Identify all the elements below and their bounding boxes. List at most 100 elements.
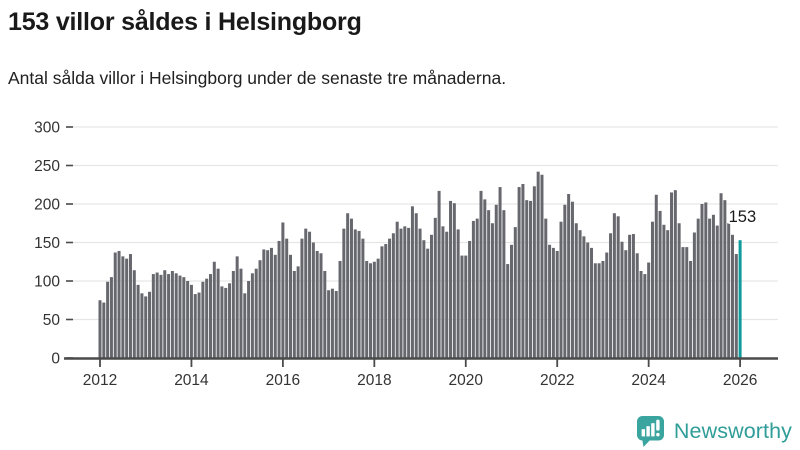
bar — [121, 256, 125, 358]
bar — [292, 270, 296, 358]
highlight-value-annotation: 153 — [729, 208, 757, 226]
bar — [151, 274, 155, 358]
bar — [464, 255, 468, 358]
x-axis-label: 2018 — [357, 372, 391, 389]
bar — [605, 252, 609, 358]
bar — [395, 221, 399, 358]
bar — [704, 202, 708, 358]
bar — [388, 238, 392, 358]
bar — [498, 187, 502, 358]
bar — [132, 270, 136, 358]
bar — [349, 218, 353, 358]
bar — [285, 238, 289, 358]
bar — [445, 231, 449, 358]
y-axis-label: 200 — [34, 197, 60, 214]
bar — [730, 234, 734, 358]
bar — [719, 193, 723, 358]
page-subtitle: Antal sålda villor i Helsingborg under d… — [8, 68, 507, 88]
x-axis-label: 2016 — [266, 372, 300, 389]
bar — [414, 213, 418, 358]
bar — [216, 268, 220, 358]
bar — [559, 221, 563, 358]
y-axis-label: 150 — [34, 235, 60, 252]
bar — [159, 274, 163, 358]
bar — [342, 228, 346, 358]
bar — [136, 284, 140, 358]
bar — [98, 300, 102, 358]
bar — [125, 258, 129, 358]
bar — [673, 190, 677, 358]
bar — [441, 226, 445, 358]
bar — [654, 194, 658, 358]
bar — [178, 275, 182, 358]
x-axis-label: 2024 — [631, 372, 666, 389]
bar — [250, 273, 254, 358]
bar — [380, 246, 384, 358]
bar — [224, 287, 228, 358]
bar — [239, 268, 243, 358]
bar — [570, 201, 574, 358]
bar — [220, 286, 224, 358]
bar — [323, 270, 327, 358]
bar — [609, 233, 613, 358]
bar — [479, 190, 483, 358]
bar — [228, 283, 232, 358]
bar — [254, 268, 258, 358]
y-axis-label: 100 — [34, 274, 60, 291]
bar — [689, 260, 693, 358]
bar — [281, 222, 285, 358]
y-axis-label: 0 — [51, 351, 60, 368]
bar — [205, 278, 209, 358]
bar — [635, 253, 639, 358]
bar — [372, 261, 376, 358]
bar — [708, 218, 712, 358]
bar — [631, 234, 635, 358]
bar — [548, 244, 552, 358]
bar — [106, 281, 110, 358]
bar — [361, 238, 365, 358]
bar — [529, 200, 533, 358]
bar — [247, 281, 251, 358]
bar — [376, 258, 380, 358]
bar — [650, 221, 654, 358]
bar — [384, 244, 388, 358]
bar — [639, 270, 643, 358]
bar — [647, 262, 651, 358]
bar — [692, 232, 696, 358]
bar — [624, 250, 628, 358]
bar — [117, 250, 121, 358]
bar — [681, 247, 685, 358]
bar — [734, 254, 738, 358]
bar — [403, 226, 407, 358]
bar — [235, 256, 239, 358]
bar — [399, 228, 403, 358]
bar — [369, 263, 373, 358]
bar — [334, 291, 338, 358]
bar — [128, 254, 132, 358]
bar — [426, 248, 430, 358]
x-axis-label: 2020 — [449, 372, 484, 389]
bar — [711, 214, 715, 358]
bar — [525, 200, 529, 358]
bar — [148, 291, 152, 358]
bar — [670, 192, 674, 358]
bar — [727, 223, 731, 358]
bar — [509, 244, 513, 358]
bar — [620, 241, 624, 358]
newsworthy-logo-icon — [636, 415, 664, 447]
bar — [452, 203, 456, 358]
bar — [277, 240, 281, 358]
bar — [407, 227, 411, 358]
bar — [449, 200, 453, 358]
bar — [208, 274, 212, 358]
bar — [456, 229, 460, 358]
x-axis-label: 2012 — [83, 372, 117, 389]
bar — [574, 223, 578, 358]
bar — [468, 240, 472, 358]
bar — [715, 225, 719, 358]
bar — [258, 260, 262, 358]
bar — [266, 250, 270, 358]
bar — [536, 171, 540, 358]
y-axis-label: 50 — [43, 312, 61, 329]
bar — [551, 247, 555, 358]
